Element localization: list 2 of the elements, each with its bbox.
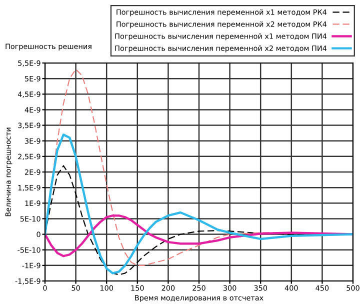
line-series [45, 214, 353, 258]
line-series [45, 134, 353, 274]
